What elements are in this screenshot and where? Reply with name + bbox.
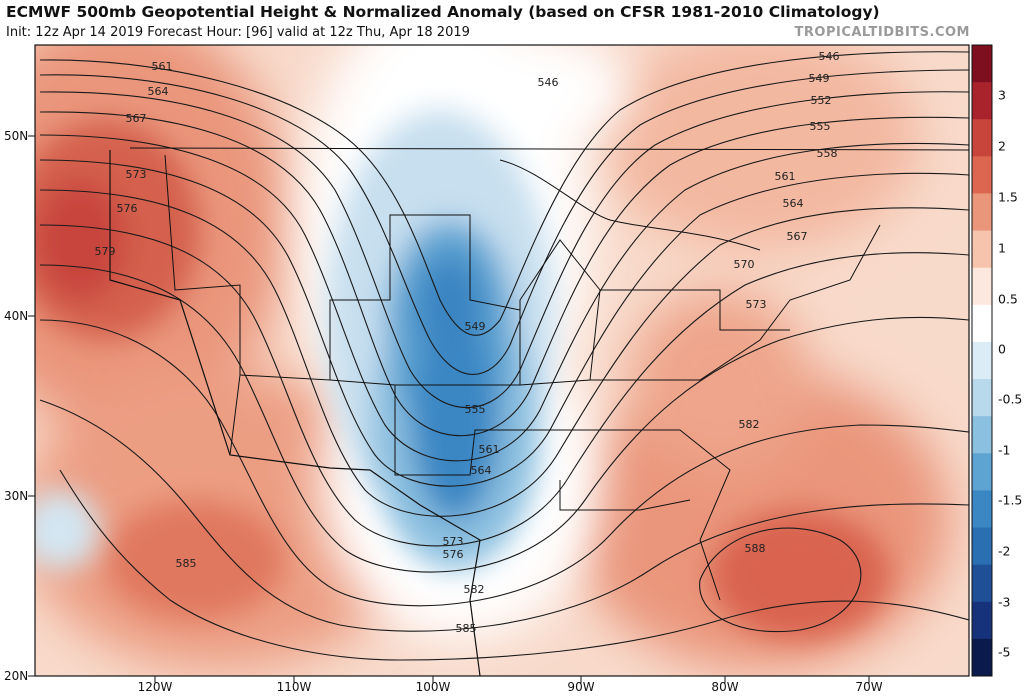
contour-label: 585	[176, 557, 197, 570]
political-borders	[109, 147, 969, 676]
chart-title: ECMWF 500mb Geopotential Height & Normal…	[6, 3, 880, 21]
contour-label: 546	[819, 50, 840, 63]
lat-label-40n: 40N	[4, 309, 29, 323]
colorbar-label: -1.5	[998, 492, 1023, 508]
lat-label-20n: 20N	[4, 669, 29, 683]
colorbar-label: -0.5	[998, 391, 1023, 407]
colorbar-label: -3	[998, 594, 1011, 610]
colorbar-swatch	[972, 453, 992, 491]
contour-label: 546	[538, 76, 559, 89]
contour-label: 582	[464, 583, 485, 596]
contour-label: 561	[775, 170, 796, 183]
contour-label: 588	[745, 542, 766, 555]
colorbar-swatch	[972, 193, 992, 232]
contour-label: 567	[787, 230, 808, 243]
anomaly-field	[35, 45, 969, 676]
chart-subtitle: Init: 12z Apr 14 2019 Forecast Hour: [96…	[6, 25, 470, 40]
colorbar-label: 1.5	[998, 189, 1018, 205]
negative-anomaly	[35, 110, 555, 570]
axis-ticks	[28, 135, 870, 683]
contour-label: 549	[809, 72, 830, 85]
colorbar-swatch	[972, 304, 992, 343]
colorbar-swatch	[972, 527, 992, 566]
contour-label: 558	[817, 147, 838, 160]
colorbar-swatch	[972, 230, 992, 269]
contour-label: 573	[443, 535, 464, 548]
colorbar-swatch	[972, 638, 992, 677]
colorbar-swatch	[972, 45, 992, 83]
colorbar-label: 3	[998, 87, 1006, 103]
contour-label: 564	[471, 464, 492, 477]
lon-label-70w: 70W	[855, 680, 883, 694]
lon-label-100w: 100W	[415, 680, 451, 694]
colorbar-swatch	[972, 267, 992, 306]
colorbar-swatch	[972, 379, 992, 417]
strong-anomaly-west	[35, 120, 285, 620]
colorbar-swatch	[972, 564, 992, 603]
contour-labels: 546 546 549 552 555 558 561 561 564 564 567 567 570 5…	[95, 50, 840, 635]
contour-label: 549	[465, 320, 486, 333]
strong-anomaly-east	[710, 510, 890, 640]
lon-label-110w: 110W	[276, 680, 312, 694]
contour-label: 570	[734, 258, 755, 271]
contour-label: 576	[117, 202, 138, 215]
contour-label: 564	[783, 197, 804, 210]
colorbar-swatch	[972, 156, 992, 194]
contour-label: 555	[465, 403, 486, 416]
contour-label: 579	[95, 245, 116, 258]
lat-label-30n: 30N	[4, 489, 29, 503]
colorbar-label: -1	[998, 442, 1011, 458]
lon-label-90w: 90W	[567, 680, 595, 694]
contour-label: 567	[126, 112, 147, 125]
colorbar-swatch	[972, 341, 992, 380]
colorbar-frame	[971, 44, 993, 677]
colorbar-label: 2	[998, 138, 1006, 154]
contour-label: 555	[810, 120, 831, 133]
site-credit: TROPICALTIDBITS.COM	[794, 25, 970, 40]
contour-label: 573	[746, 298, 767, 311]
colorbar-swatch	[972, 82, 992, 120]
colorbar-label: 0	[998, 341, 1006, 357]
colorbar-label: -5	[998, 644, 1011, 660]
colorbar-swatch	[972, 416, 992, 454]
contour-label: 573	[126, 168, 147, 181]
colorbar-label: 1	[998, 240, 1006, 256]
lon-label-120w: 120W	[137, 680, 173, 694]
map-frame	[34, 44, 970, 677]
contour-label: 561	[479, 443, 500, 456]
lat-label-50n: 50N	[4, 129, 29, 143]
contour-label: 552	[811, 94, 832, 107]
lon-label-80w: 80W	[711, 680, 739, 694]
contour-label: 582	[739, 418, 760, 431]
colorbar-label: 0.5	[998, 291, 1018, 307]
contour-label: 585	[456, 622, 477, 635]
colorbar-swatch	[972, 490, 992, 529]
colorbar-swatch	[972, 601, 992, 640]
contour-label: 564	[148, 85, 169, 98]
colorbar-swatch	[972, 119, 992, 157]
colorbar	[971, 44, 993, 677]
height-contours	[39, 51, 969, 661]
contour-label: 576	[443, 548, 464, 561]
contour-label: 561	[152, 60, 173, 73]
colorbar-label: -2	[998, 543, 1011, 559]
